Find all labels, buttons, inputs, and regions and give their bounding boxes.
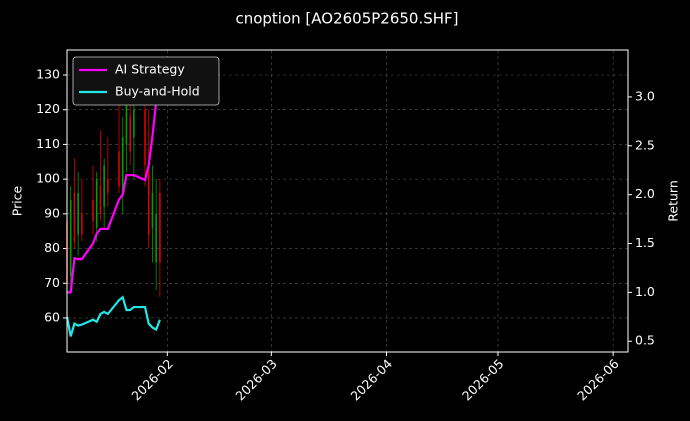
legend-box bbox=[72, 56, 220, 106]
candle-body bbox=[159, 193, 161, 263]
y-tick-label: 90 bbox=[44, 205, 60, 220]
candle-body bbox=[81, 213, 83, 235]
legend-label: Buy-and-Hold bbox=[115, 84, 200, 99]
y2-tick-label: 2.5 bbox=[635, 137, 655, 152]
candle-body bbox=[95, 179, 98, 228]
candle-body bbox=[69, 199, 72, 277]
candle-body bbox=[125, 102, 128, 145]
y2-axis-label: Return bbox=[666, 180, 681, 221]
y2-tick-label: 1.0 bbox=[635, 284, 655, 299]
y-tick-label: 130 bbox=[36, 66, 60, 81]
y2-tick-label: 0.5 bbox=[635, 333, 655, 348]
y-tick-label: 110 bbox=[36, 136, 60, 151]
plot-frame bbox=[66, 49, 629, 353]
y-tick-label: 120 bbox=[36, 101, 60, 116]
return-line bbox=[67, 96, 161, 294]
candle-body bbox=[144, 109, 146, 166]
candle-body bbox=[118, 151, 120, 187]
legend-label: AI Strategy bbox=[115, 62, 185, 77]
candle-body bbox=[77, 193, 79, 235]
y-tick-label: 60 bbox=[44, 309, 60, 324]
chart-title: cnoption [AO2605P2650.SHF] bbox=[235, 10, 458, 28]
candle-body bbox=[121, 137, 124, 194]
candle-body bbox=[73, 193, 76, 242]
candle-body bbox=[99, 186, 102, 214]
candle-body bbox=[155, 213, 157, 263]
candle-body bbox=[129, 116, 131, 152]
candle-body bbox=[103, 165, 105, 207]
y2-tick-label: 3.0 bbox=[635, 88, 655, 103]
return-line bbox=[65, 295, 161, 337]
y-tick-label: 80 bbox=[44, 240, 60, 255]
candle-body bbox=[107, 179, 109, 194]
y2-tick-label: 1.5 bbox=[635, 235, 655, 250]
y-axis-label: Price bbox=[10, 185, 25, 216]
y-tick-label: 100 bbox=[36, 171, 60, 186]
candle-body bbox=[92, 199, 94, 221]
y-tick-label: 70 bbox=[44, 275, 60, 290]
y2-tick-label: 2.0 bbox=[635, 186, 655, 201]
candle-body bbox=[133, 109, 135, 138]
candle-body bbox=[147, 172, 150, 235]
candle-body bbox=[151, 193, 154, 228]
